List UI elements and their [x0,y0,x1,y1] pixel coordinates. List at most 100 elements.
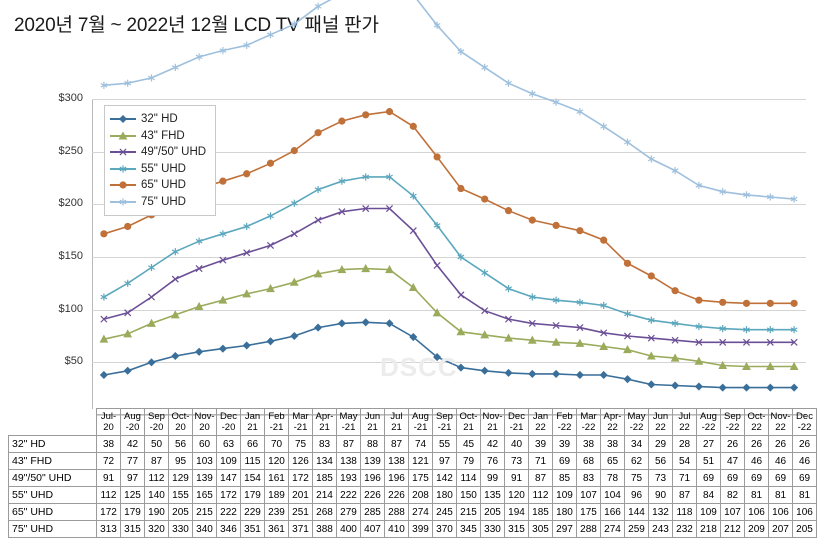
table-cell: 400 [336,520,361,538]
legend-item: 43" FHD [110,128,206,145]
series-marker [314,185,322,194]
column-header-year: 21 [367,422,378,433]
series-marker [171,275,179,283]
series-marker [290,20,298,28]
y-axis-tick-label: $100 [58,302,83,315]
table-column-header: Dec -22 [792,408,817,436]
column-header-month: Jan [532,411,549,422]
series-marker [219,230,227,238]
series-marker [195,347,204,356]
series-marker [361,263,371,273]
table-cell: 75 [288,435,313,453]
series-marker [575,338,585,347]
table-cell: 315 [504,520,529,538]
series-marker [528,293,536,301]
table-cell: 125 [120,486,145,504]
y-axis-tick-label: $300 [58,92,83,104]
series-marker [290,147,298,155]
table-cell: 69 [792,469,817,487]
table-row-label: 65" UHD [8,503,97,521]
series-marker [576,298,584,306]
series-marker [647,272,655,280]
table-column-header: Nov- 21 [480,408,505,436]
series-marker [480,366,489,375]
series-marker [457,184,465,193]
table-cell: 104 [600,486,625,504]
series-marker [194,301,204,310]
series-marker [647,380,656,389]
column-header-year: -22 [797,422,812,433]
column-header-month: May [627,411,646,422]
table-column-header: Jan 21 [240,408,265,436]
series-marker [552,221,560,229]
series-marker [528,319,536,327]
table-cell: 172 [96,503,121,521]
table-cell: 142 [432,469,457,487]
table-cell: 90 [648,486,673,504]
series-marker [456,363,465,372]
table-cell: 315 [120,520,145,538]
series-marker [623,345,632,354]
table-cell: 103 [192,452,217,470]
table-cell: 132 [648,503,673,521]
column-header-month: Sep [724,411,741,422]
table-row: 55" UHD 112 125 140 155 165 172 179 189 201 214 222… [8,486,817,504]
series-marker [147,358,156,367]
legend-label: 49"/50" UHD [141,146,207,158]
table-row-label: 55" UHD [8,486,97,504]
series-marker [623,259,632,267]
table-column-header: Feb -22 [552,408,577,436]
table-cell: 222 [216,503,241,521]
table-cell: 229 [240,503,265,521]
table-cell: 81 [744,486,769,504]
table-cell: 71 [672,469,697,487]
table-cell: 82 [720,486,745,504]
column-header-month: Oct- [747,411,766,422]
legend-label: 65" UHD [141,179,186,191]
series-marker [433,153,441,161]
column-header-year: 21 [319,422,330,433]
table-cell: 39 [528,435,553,453]
column-header-year: -21 [269,422,284,433]
series-line [103,321,795,389]
table-cell: 305 [528,520,553,538]
series-marker [432,308,442,317]
table-cell: 346 [216,520,241,538]
series-marker [100,293,108,301]
table-cell: 239 [264,503,289,521]
table-cell: 46 [744,452,769,470]
series-marker [385,205,394,213]
table-column-header: Aug -22 [696,408,721,436]
table-cell: 129 [168,469,193,487]
series-marker [313,269,323,278]
series-marker [289,277,299,286]
column-header-year: -21 [509,422,524,433]
table-cell: 175 [576,503,601,521]
table-column-header: Oct- 22 [744,408,769,436]
table-cell: 196 [360,469,385,487]
table-cell: 97 [432,452,457,470]
series-line [103,176,795,331]
series-marker [671,381,680,390]
series-marker [742,361,751,371]
series-marker [267,212,274,220]
table-column-header: Aug -20 [120,408,145,436]
table-cell: 63 [216,435,241,453]
table-cell: 172 [216,486,241,504]
table-cell: 138 [384,452,409,470]
gridline [92,151,806,153]
series-marker [147,293,156,301]
table-cell: 39 [552,435,577,453]
table-cell: 274 [600,520,625,538]
series-marker [623,375,632,384]
column-header-year: -21 [293,422,308,433]
table-cell: 150 [456,486,481,504]
table-cell: 166 [600,503,625,521]
column-header-month: Jul [678,411,691,422]
table-cell: 189 [264,486,289,504]
table-cell: 185 [312,469,337,487]
series-marker [481,307,489,315]
table-cell: 121 [408,452,433,470]
table-cell: 313 [96,520,121,538]
column-header-year: -21 [341,422,356,433]
